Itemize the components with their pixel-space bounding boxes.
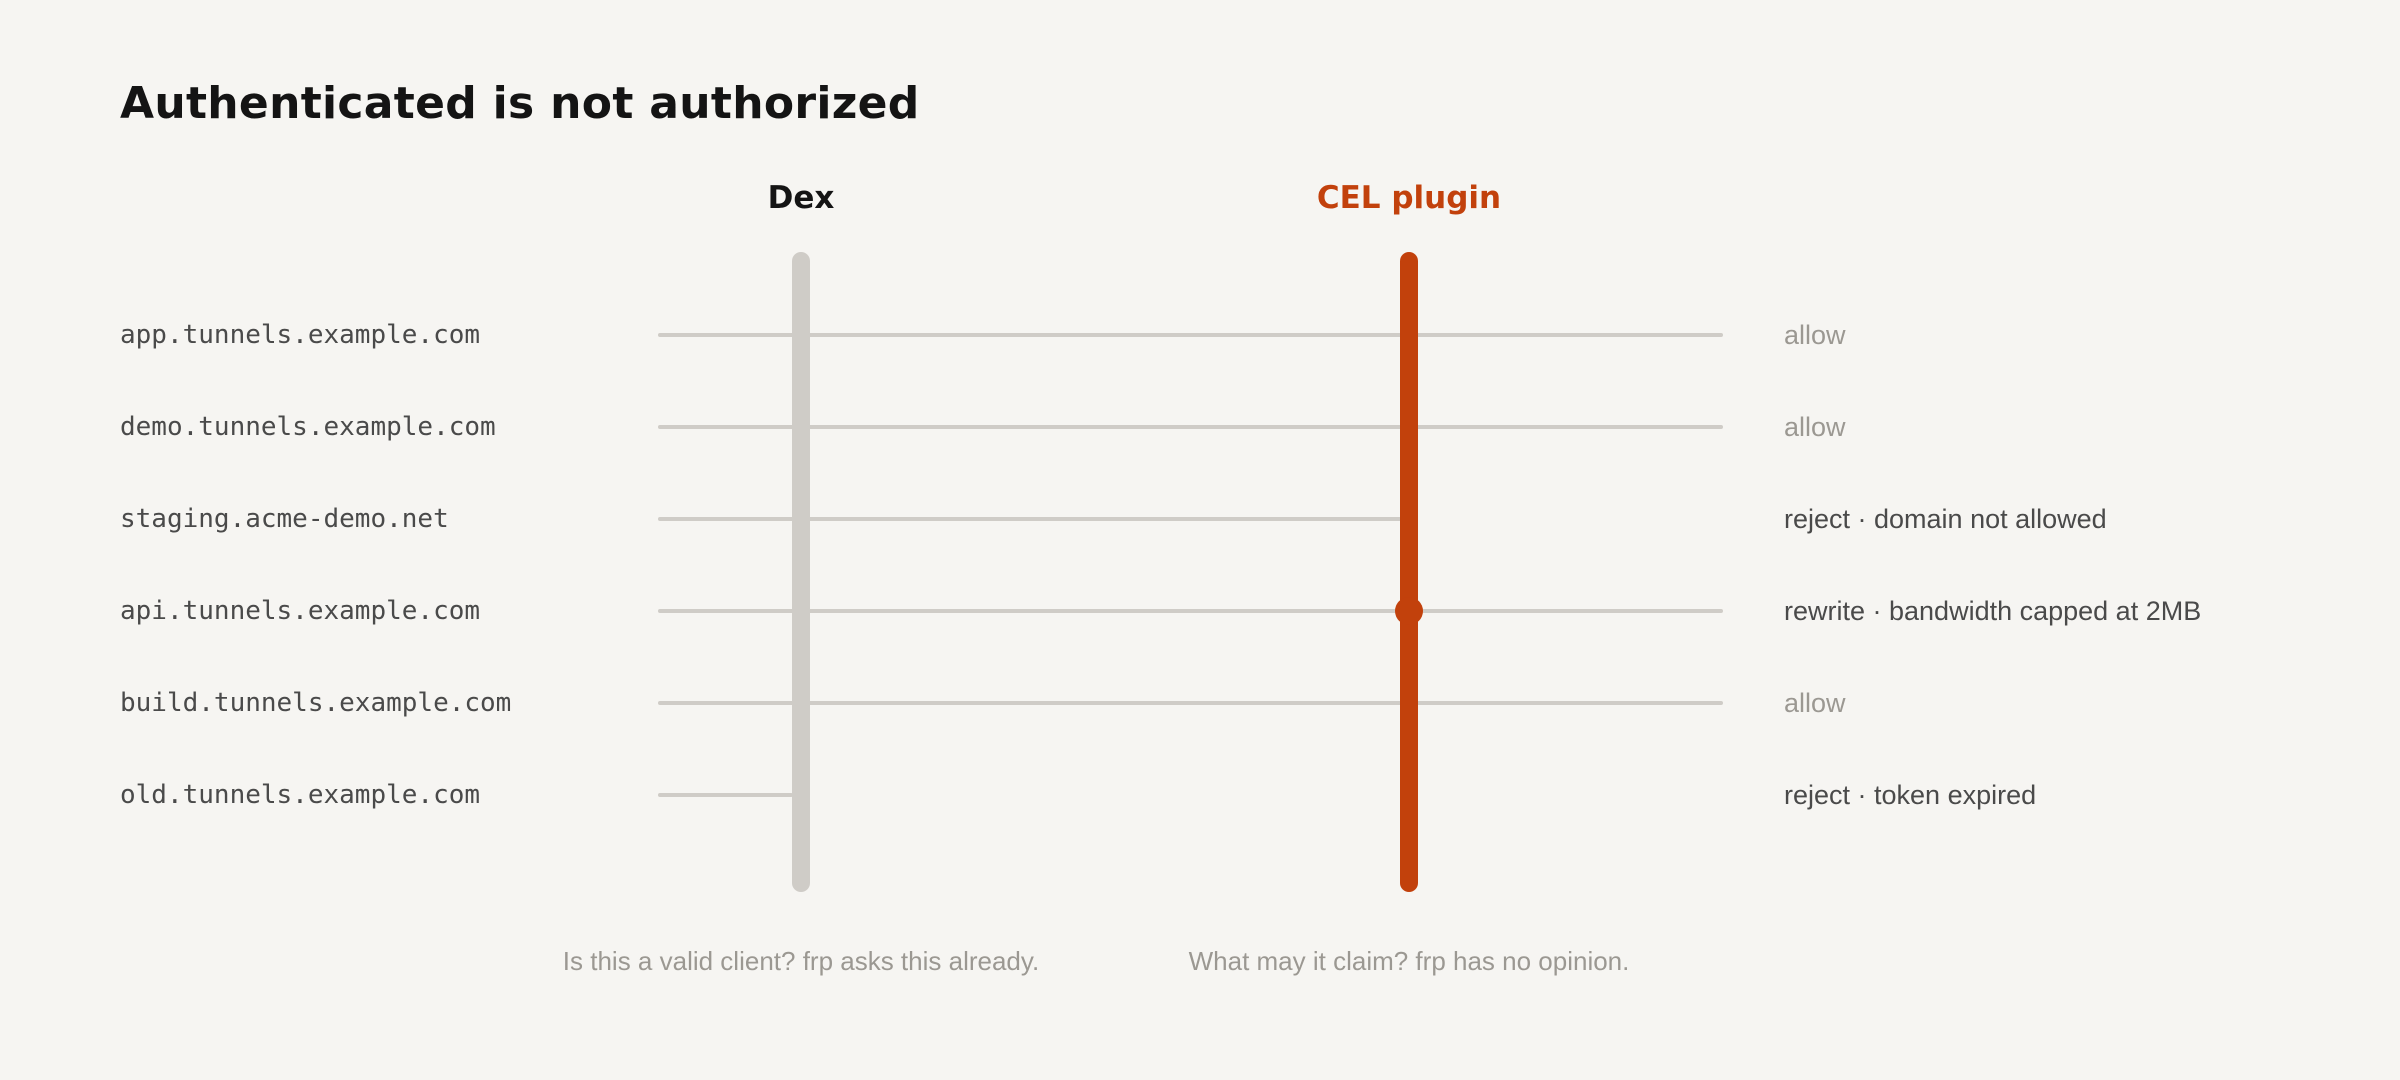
request-line bbox=[658, 701, 1723, 705]
hostname-label: old.tunnels.example.com bbox=[120, 780, 481, 810]
outcome-label: allow bbox=[1784, 688, 1846, 718]
dex-caption: Is this a valid client? frp asks this al… bbox=[562, 946, 1040, 976]
dex-column-label: Dex bbox=[767, 180, 835, 216]
request-line bbox=[658, 517, 1405, 521]
hostname-label: app.tunnels.example.com bbox=[120, 320, 481, 350]
request-line bbox=[658, 333, 1723, 337]
hostname-label: build.tunnels.example.com bbox=[120, 688, 512, 718]
outcome-label: reject · domain not allowed bbox=[1784, 504, 2107, 534]
hostname-label: demo.tunnels.example.com bbox=[120, 412, 496, 442]
cel-gate-bar bbox=[1400, 252, 1418, 892]
outcome-label: allow bbox=[1784, 320, 1846, 350]
hostname-label: api.tunnels.example.com bbox=[120, 596, 481, 626]
hostname-label: staging.acme-demo.net bbox=[120, 504, 449, 534]
page-title: Authenticated is not authorized bbox=[120, 78, 920, 129]
outcome-label: allow bbox=[1784, 412, 1846, 442]
outcome-label: reject · token expired bbox=[1784, 780, 2037, 810]
request-line bbox=[658, 793, 793, 797]
cel-column-label: CEL plugin bbox=[1316, 180, 1502, 216]
request-line bbox=[658, 425, 1723, 429]
request-line bbox=[658, 609, 1723, 613]
cel-caption: What may it claim? frp has no opinion. bbox=[1188, 946, 1630, 976]
rewrite-dot bbox=[1395, 597, 1423, 625]
dex-gate-bar bbox=[792, 252, 810, 892]
outcome-label: rewrite · bandwidth capped at 2MB bbox=[1784, 596, 2202, 626]
